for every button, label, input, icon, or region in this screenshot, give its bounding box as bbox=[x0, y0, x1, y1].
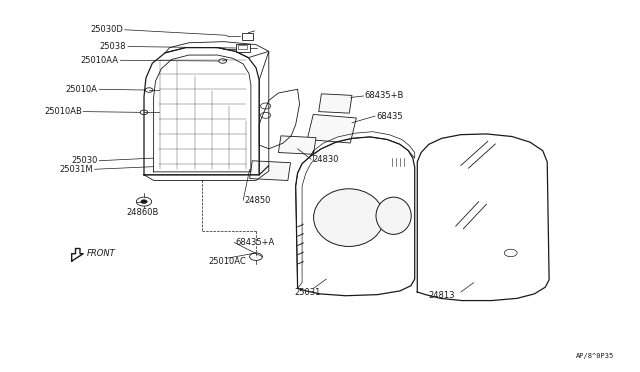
Text: 24860B: 24860B bbox=[126, 208, 158, 217]
Text: FRONT: FRONT bbox=[86, 249, 115, 258]
Text: 25010A: 25010A bbox=[65, 85, 97, 94]
Text: 25038: 25038 bbox=[100, 42, 126, 51]
Text: 25030D: 25030D bbox=[90, 25, 123, 34]
Bar bbox=[250, 161, 291, 180]
Bar bbox=[236, 44, 250, 52]
Text: 24850: 24850 bbox=[244, 196, 271, 205]
Ellipse shape bbox=[314, 189, 384, 247]
Text: 25031M: 25031M bbox=[59, 165, 93, 174]
Text: 24830: 24830 bbox=[312, 155, 339, 164]
Text: 68435+A: 68435+A bbox=[236, 238, 275, 247]
Text: AP/8^0P35: AP/8^0P35 bbox=[576, 353, 614, 359]
Bar bbox=[238, 45, 247, 49]
Ellipse shape bbox=[376, 197, 412, 234]
Text: 68435: 68435 bbox=[376, 112, 403, 121]
Text: 25010AC: 25010AC bbox=[209, 257, 246, 266]
Bar bbox=[307, 115, 356, 143]
Text: 68435+B: 68435+B bbox=[365, 92, 404, 100]
Text: 25031: 25031 bbox=[294, 288, 321, 296]
Circle shape bbox=[141, 200, 147, 203]
Text: 24813: 24813 bbox=[428, 291, 455, 300]
Text: 25010AA: 25010AA bbox=[81, 56, 118, 65]
Text: 25010AB: 25010AB bbox=[44, 107, 82, 116]
Bar bbox=[278, 136, 316, 154]
Bar bbox=[319, 94, 352, 113]
Text: 25030: 25030 bbox=[71, 156, 97, 165]
Bar bbox=[242, 33, 253, 40]
